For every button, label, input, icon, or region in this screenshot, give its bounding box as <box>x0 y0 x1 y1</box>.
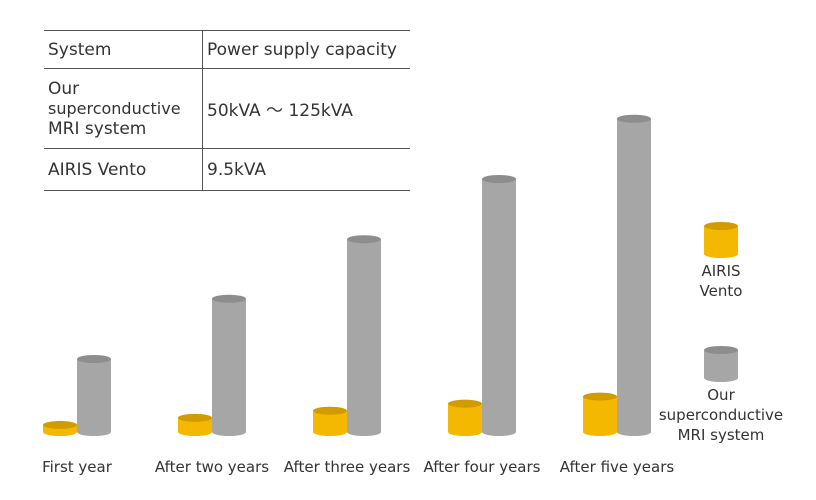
legend-label: Vento <box>700 282 743 300</box>
bar-superconductive-mri-base <box>617 428 651 436</box>
legend-swatch-superconductive-mri <box>704 346 738 382</box>
bar-superconductive-mri-body <box>77 359 111 432</box>
legend-label: MRI system <box>678 426 765 444</box>
bar-superconductive-mri-body <box>482 178 516 432</box>
bar-airis-vento <box>178 413 212 436</box>
bar-superconductive-mri-base <box>77 428 111 436</box>
bar-superconductive-mri-base <box>347 428 381 436</box>
bar-airis-vento-base <box>313 428 347 436</box>
bar-airis-vento-base <box>583 428 617 436</box>
bar-airis-vento-cap <box>43 420 77 429</box>
bar-airis-vento-base <box>448 428 482 436</box>
capacity-cell: 50kVA 〜 125kVA <box>207 101 353 121</box>
bar-airis-vento-body <box>583 396 617 432</box>
capacity-cell: 9.5kVA <box>207 159 267 180</box>
system-line: superconductive <box>48 98 181 118</box>
bar-airis-vento-body <box>448 403 482 432</box>
bar-airis-vento <box>448 399 482 436</box>
bar-airis-vento-body <box>178 417 212 432</box>
legend-label: AIRIS <box>701 262 740 280</box>
legend-swatch-body <box>704 350 738 378</box>
legend-swatch-body <box>704 226 738 254</box>
system-cell: AIRIS Vento <box>44 148 203 191</box>
bar-airis-vento-cap <box>178 413 212 422</box>
bar-airis-vento-cap <box>448 399 482 408</box>
system-cell: Our superconductive MRI system <box>44 68 203 149</box>
bar-superconductive-mri-cap <box>212 294 246 303</box>
system-line: Our <box>48 78 80 99</box>
bar-superconductive-mri-cap <box>347 235 381 244</box>
bar-superconductive-mri <box>77 355 111 436</box>
bar-superconductive-mri <box>482 174 516 436</box>
bar-airis-vento <box>583 392 617 436</box>
bar-superconductive-mri-base <box>482 428 516 436</box>
bar-airis-vento-cap <box>583 392 617 401</box>
power-supply-table: System Power supply capacity Our superco… <box>44 30 410 191</box>
x-tick-label: After two years <box>155 458 269 476</box>
header-capacity: Power supply capacity <box>207 39 397 60</box>
x-tick-label: First year <box>42 458 113 476</box>
bar-airis-vento-base <box>43 428 77 436</box>
bar-superconductive-mri-base <box>212 428 246 436</box>
bar-airis-vento-cap <box>313 406 347 415</box>
legend-swatch-airis-vento <box>704 222 738 258</box>
bar-superconductive-mri-body <box>347 239 381 432</box>
x-tick-label: After five years <box>560 458 675 476</box>
bar-airis-vento <box>43 420 77 436</box>
bar-superconductive-mri-cap <box>482 174 516 183</box>
bar-superconductive-mri-cap <box>617 114 651 123</box>
legend-label: superconductive <box>659 406 783 424</box>
table-row: AIRIS Vento 9.5kVA <box>44 148 410 191</box>
x-tick-label: After four years <box>424 458 541 476</box>
bar-superconductive-mri <box>617 114 651 436</box>
bar-superconductive-mri <box>347 235 381 436</box>
bar-superconductive-mri-body <box>212 298 246 432</box>
bar-airis-vento-base <box>178 428 212 436</box>
legend-swatch-cap <box>704 346 738 354</box>
bar-airis-vento <box>313 406 347 436</box>
bar-superconductive-mri-cap <box>77 355 111 364</box>
bar-airis-vento-body <box>313 410 347 432</box>
bar-superconductive-mri-body <box>617 118 651 432</box>
bar-superconductive-mri <box>212 294 246 436</box>
header-system: System <box>44 30 203 69</box>
table-header-row: System Power supply capacity <box>44 30 410 69</box>
system-line: MRI system <box>48 118 147 139</box>
legend-swatch-base <box>704 374 738 382</box>
legend-swatch-base <box>704 250 738 258</box>
table-row: Our superconductive MRI system 50kVA 〜 1… <box>44 68 410 149</box>
x-tick-label: After three years <box>284 458 411 476</box>
legend-label: Our <box>707 386 735 404</box>
legend-swatch-cap <box>704 222 738 230</box>
